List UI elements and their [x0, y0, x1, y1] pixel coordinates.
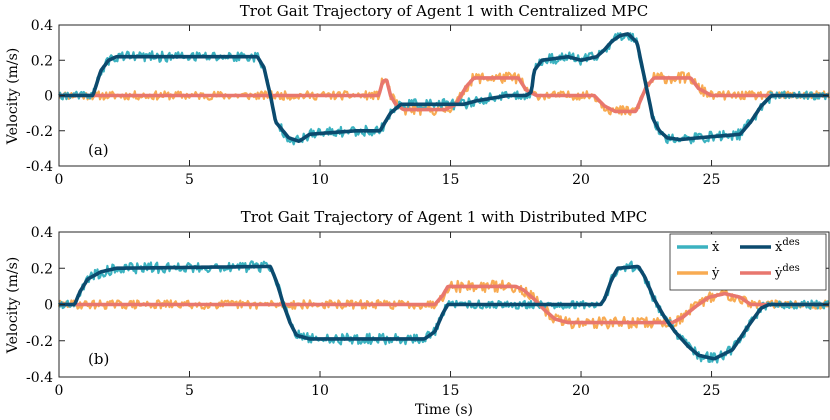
y-tick-label: 0.2 — [31, 53, 53, 69]
legend-label-y-dot-des: ẏdes — [774, 263, 800, 281]
legend-label-x-dot: ẋ — [712, 240, 720, 255]
chart-title-a: Trot Gait Trajectory of Agent 1 with Cen… — [240, 2, 648, 20]
x-tick-label: 20 — [572, 383, 590, 399]
x-tick-label: 5 — [185, 172, 194, 188]
legend-label-y-dot-des-sup: des — [782, 263, 799, 274]
legend-label-x-dot-des-sup: des — [782, 237, 799, 248]
panel-centralized: Trot Gait Trajectory of Agent 1 with Cen… — [5, 2, 830, 188]
chart-title-b: Trot Gait Trajectory of Agent 1 with Dis… — [241, 208, 648, 226]
series-y-dot — [57, 279, 830, 330]
legend-label-x-dot-des: ẋdes — [775, 237, 800, 255]
y-tick-label: 0 — [44, 298, 53, 314]
x-tick-label: 25 — [703, 383, 721, 399]
legend: ẋ ẋdes ẏ ẏdes — [669, 233, 827, 291]
y-tick-label: 0 — [44, 89, 53, 105]
y-tick-label: -0.2 — [26, 334, 53, 350]
plot-lines-b — [57, 260, 830, 364]
panel-distributed: Trot Gait Trajectory of Agent 1 with Dis… — [5, 208, 830, 418]
x-tick-label: 10 — [311, 172, 329, 188]
legend-label-y-dot: ẏ — [711, 266, 720, 281]
x-tick-label: 10 — [311, 383, 329, 399]
legend-label-x-dot-des-base: ẋ — [775, 240, 783, 255]
series-x-dot-des — [58, 32, 830, 143]
axes-frame-b — [58, 231, 830, 378]
legend-label-y-dot-des-base: ẏ — [774, 266, 783, 281]
x-tick-label: 0 — [55, 383, 64, 399]
series-y-dot-des — [58, 284, 830, 325]
x-tick-label: 0 — [55, 172, 64, 188]
panel-tag-b: (b) — [88, 350, 109, 368]
panel-tag-a: (a) — [88, 141, 109, 159]
axes-frame-a — [58, 24, 830, 167]
ticks-a: 0 5 10 15 20 25 -0.4 -0.2 0 0.2 0.4 — [26, 18, 829, 188]
x-tick-label: 5 — [185, 383, 194, 399]
x-tick-label: 25 — [703, 172, 721, 188]
y-tick-label: -0.4 — [26, 370, 53, 386]
y-axis-label-b: Velocity (m/s) — [5, 257, 21, 354]
plot-lines-a — [58, 32, 830, 146]
series-y-dot-des — [58, 76, 830, 114]
y-tick-label: -0.2 — [26, 124, 53, 140]
x-axis-label: Time (s) — [415, 402, 473, 418]
x-tick-label: 20 — [572, 172, 590, 188]
x-tick-label: 15 — [442, 172, 460, 188]
series-x-dot-des — [58, 264, 830, 361]
y-tick-label: 0.4 — [31, 18, 53, 34]
y-tick-label: -0.4 — [26, 159, 53, 175]
y-tick-label: 0.2 — [31, 261, 53, 277]
y-axis-label-a: Velocity (m/s) — [5, 48, 21, 145]
x-tick-label: 15 — [442, 383, 460, 399]
ticks-b: 0 5 10 15 20 25 -0.4 -0.2 0 0.2 0.4 — [26, 225, 829, 399]
legend-box — [669, 233, 827, 291]
y-tick-label: 0.4 — [31, 225, 53, 241]
